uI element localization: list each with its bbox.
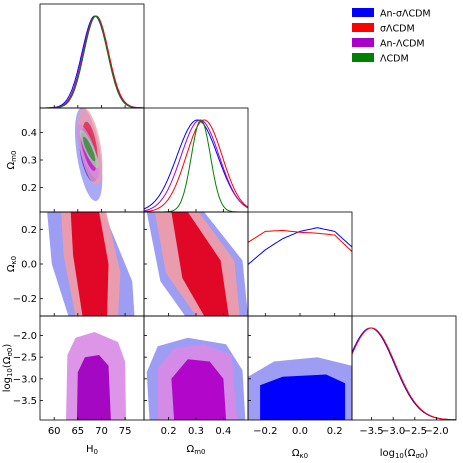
y-tick-label: 0.2 <box>21 225 37 236</box>
x-tick-label: 70 <box>95 426 108 437</box>
legend-label: An-ΛCDM <box>380 39 425 50</box>
panel-Ok0-Om0 <box>146 212 248 316</box>
label-part: κ0 <box>10 256 18 265</box>
x-tick-label: 0.2 <box>327 426 343 437</box>
x-tick-label: −3.5 <box>359 426 383 437</box>
label-part: log <box>2 377 13 392</box>
label-part: ) <box>424 448 428 459</box>
contour-region <box>76 355 111 420</box>
marginal-H0 <box>40 15 144 108</box>
contour-region <box>260 374 346 420</box>
label-part: σ0 <box>415 452 424 460</box>
y-axis-label-logOs0: log10 (Ωσ0 ) <box>2 344 14 393</box>
panel-logOs0-Ok0 <box>248 357 352 420</box>
marginal-curve-H0 <box>40 15 144 108</box>
marginal-curve-Ok0 <box>248 227 352 265</box>
label-part: Ω <box>6 161 17 169</box>
x-axis-label-Ok0: Ωκ0 <box>292 448 308 460</box>
x-tick-label: 0.4 <box>215 426 231 437</box>
label-part: m0 <box>194 448 205 456</box>
legend-swatch <box>352 23 374 32</box>
y-tick-label: −2.0 <box>13 331 37 342</box>
marginal-curve-Om0 <box>144 119 248 212</box>
contour-region <box>171 359 227 420</box>
label-part: κ0 <box>300 452 309 460</box>
marginal-curve-Om0 <box>144 119 248 212</box>
x-axis-label-logOs0: log10 (Ωσ0 ) <box>380 448 429 460</box>
x-tick-label: −2.5 <box>403 426 427 437</box>
label-part: (Ω <box>2 356 13 368</box>
contour-region <box>171 212 229 316</box>
y-tick-label: 0.2 <box>21 183 37 194</box>
y-tick-label: 0.0 <box>21 260 37 271</box>
panel-frame <box>143 107 249 213</box>
marginal-curve-Om0 <box>144 119 248 212</box>
contour-region <box>83 136 96 162</box>
y-tick-label: −3.0 <box>13 374 37 385</box>
panel-Ok0-H0 <box>47 212 135 316</box>
label-part: H <box>86 444 94 455</box>
legend-label: An-σΛCDM <box>380 9 431 20</box>
panel-logOs0-H0 <box>66 332 126 420</box>
x-axis-label-H0: H0 <box>86 444 98 456</box>
legend-label: ΛCDM <box>380 54 409 65</box>
label-part: Ω <box>292 448 300 459</box>
x-tick-label: 60 <box>48 426 61 437</box>
label-part: Ω <box>6 264 17 272</box>
panel-Om0-H0 <box>75 108 103 202</box>
marginal-curve-H0 <box>40 15 144 108</box>
y-axis-label-Om0: Ωm0 <box>6 151 18 170</box>
panel-logOs0-Om0 <box>146 337 246 420</box>
y-tick-label: 0.3 <box>21 156 37 167</box>
legend-swatch <box>352 38 374 47</box>
panel-frame <box>351 315 457 421</box>
panel-frame <box>247 211 353 317</box>
x-tick-label: 0.2 <box>161 426 177 437</box>
legend-label: σΛCDM <box>380 24 415 35</box>
x-tick-label: 0.3 <box>188 426 204 437</box>
y-tick-label: −0.2 <box>13 294 37 305</box>
label-part: (Ω <box>404 448 416 459</box>
label-part: Ω <box>187 444 195 455</box>
y-tick-label: −2.5 <box>13 353 37 364</box>
y-axis-label-Ok0: Ωκ0 <box>6 256 18 272</box>
label-part: log <box>380 448 395 459</box>
marginal-curve-logOs0 <box>352 327 456 420</box>
marginal-Om0 <box>144 119 248 212</box>
x-tick-label: −3.0 <box>381 426 405 437</box>
contour-region <box>70 212 109 316</box>
label-part: 10 <box>6 368 14 377</box>
marginal-curve-Ok0 <box>248 229 352 252</box>
y-tick-label: 0.4 <box>21 128 37 139</box>
x-axis-label-Om0: Ωm0 <box>187 444 206 456</box>
label-part: ) <box>2 344 13 348</box>
x-tick-label: −0.2 <box>253 426 277 437</box>
label-part: 0 <box>94 448 98 456</box>
marginal-curve-logOs0 <box>352 327 456 420</box>
marginal-Ok0 <box>248 227 352 265</box>
x-tick-label: 65 <box>71 426 84 437</box>
marginal-curve-H0 <box>40 15 144 108</box>
legend-swatch <box>352 8 374 17</box>
y-tick-label: −3.5 <box>13 396 37 407</box>
x-tick-label: 0.0 <box>292 426 308 437</box>
label-part: σ0 <box>6 348 14 357</box>
marginal-logOs0 <box>352 327 456 420</box>
label-part: m0 <box>10 151 18 162</box>
legend: An-σΛCDM σΛCDM An-ΛCDM ΛCDM <box>352 8 431 65</box>
legend-swatch <box>352 53 374 62</box>
x-tick-label: −2.0 <box>424 426 448 437</box>
x-tick-label: 75 <box>119 426 132 437</box>
label-part: 10 <box>395 452 404 460</box>
marginal-curve-H0 <box>40 15 144 108</box>
